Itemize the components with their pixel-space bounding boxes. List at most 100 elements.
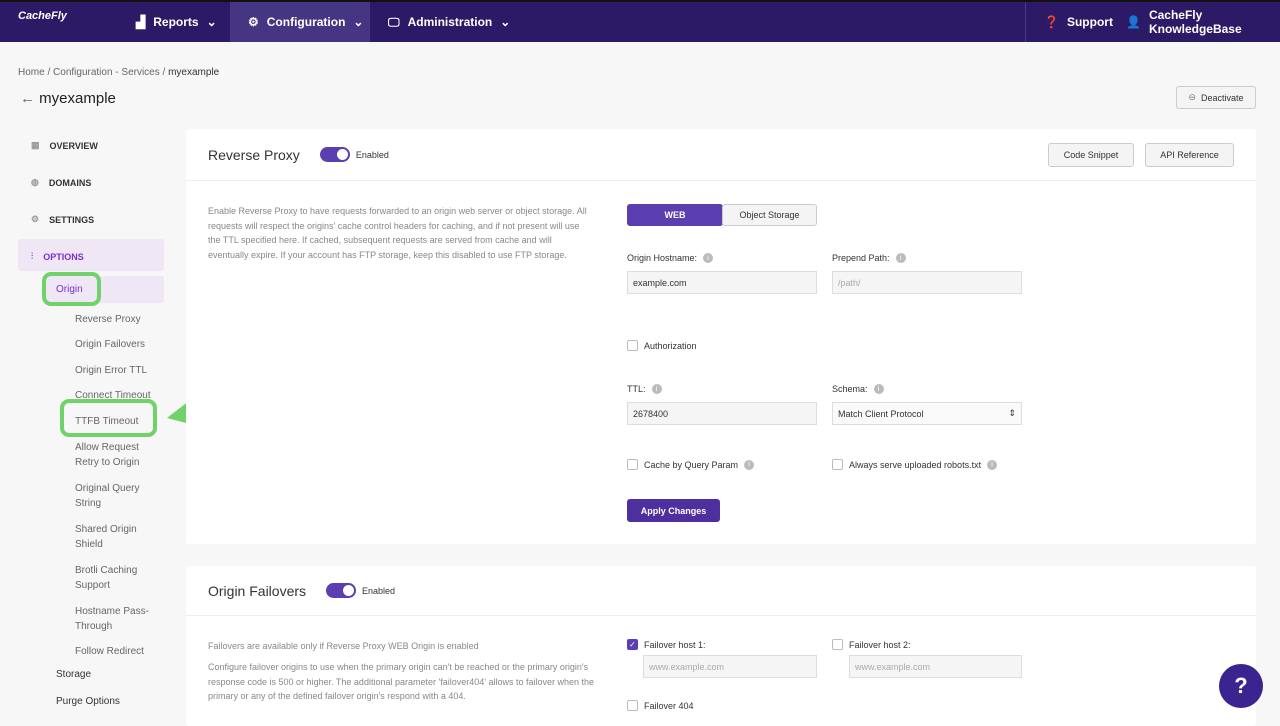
help-icon: ?	[1234, 673, 1248, 698]
breadcrumb: Home / Configuration - Services / myexam…	[18, 67, 220, 78]
chevron-down-icon: ⌄	[206, 15, 217, 29]
failover404-checkbox[interactable]	[627, 700, 638, 711]
origin-failovers-card: Origin Failovers Enabled Failovers are av…	[186, 566, 1256, 726]
sidebar-storage[interactable]: Storage	[56, 669, 92, 680]
cache-by-query-checkbox[interactable]	[627, 459, 638, 470]
robots-label: Always serve uploaded robots.txt	[849, 459, 982, 470]
failovers-note: Failovers are available only if Reverse …	[208, 641, 479, 651]
crumb-services[interactable]: Configuration - Services	[53, 67, 160, 78]
nav-configuration-label: Configuration	[266, 15, 346, 29]
select-arrows-icon: ⇕	[1008, 408, 1016, 418]
deactivate-label: Deactivate	[1201, 92, 1244, 103]
page-title: ← myexample	[20, 90, 116, 107]
info-icon[interactable]: i	[651, 384, 662, 394]
apply-changes-button[interactable]: Apply Changes	[627, 499, 720, 522]
page-title-text: myexample	[39, 90, 116, 107]
subitem-shared-origin-shield[interactable]: Shared Origin Shield	[75, 524, 137, 550]
subitem-origin-error-ttl[interactable]: Origin Error TTL	[75, 365, 148, 376]
info-icon[interactable]: i	[873, 384, 884, 394]
subitem-allow-request-retry[interactable]: Allow Request Retry to Origin	[75, 442, 140, 468]
robots-checkbox[interactable]	[832, 459, 843, 470]
card-title: Reverse Proxy	[208, 146, 300, 163]
schema-label: Schema:	[832, 384, 868, 394]
gear-icon: ⚙	[31, 214, 40, 224]
minus-circle-icon: ⊖	[1188, 92, 1196, 102]
subitem-brotli[interactable]: Brotli Caching Support	[75, 565, 138, 591]
failover404-label: Failover 404	[644, 700, 694, 711]
api-reference-button[interactable]: API Reference	[1145, 143, 1234, 167]
tab-object-storage[interactable]: Object Storage	[722, 204, 817, 226]
schema-select[interactable]: Match Client Protocol ⇕	[832, 402, 1022, 425]
tab-web[interactable]: WEB	[627, 204, 723, 226]
sidebar-item-options[interactable]: ⫶ OPTIONS	[31, 251, 84, 262]
failover-host2-input[interactable]: www.example.com	[849, 655, 1022, 678]
subitem-reverse-proxy[interactable]: Reverse Proxy	[75, 314, 141, 325]
info-icon[interactable]: i	[744, 459, 755, 470]
host1-label: Failover host 1:	[644, 639, 706, 650]
subitem-ttfb-timeout[interactable]: TTFB Timeout	[75, 416, 139, 427]
origin-hostname-input[interactable]: example.com	[627, 271, 817, 294]
subitem-hostname-pass-through[interactable]: Hostname Pass-Through	[75, 606, 149, 632]
toggle-label: Enabled	[362, 585, 396, 596]
cache-by-query-label: Cache by Query Param	[644, 459, 739, 470]
info-icon[interactable]: i	[703, 253, 714, 263]
sidebar-item-domains[interactable]: ◍ DOMAINS	[31, 177, 91, 188]
authorization-label: Authorization	[644, 340, 697, 351]
sidebar-item-overview[interactable]: ▦ OVERVIEW	[31, 140, 98, 151]
failover-host2-checkbox[interactable]	[832, 639, 843, 650]
origin-hostname-label: Origin Hostname:	[627, 253, 698, 263]
info-icon[interactable]: i	[987, 459, 998, 470]
nav-reports[interactable]: ▟ Reports ⌄	[118, 2, 235, 42]
schema-value: Match Client Protocol	[838, 408, 924, 419]
subitem-follow-redirect[interactable]: Follow Redirect	[75, 646, 144, 657]
sliders-icon: ⫶	[31, 251, 34, 261]
sidebar-item-origin[interactable]: Origin	[56, 284, 83, 295]
host2-label: Failover host 2:	[849, 639, 911, 650]
sidebar-options-bg	[18, 239, 164, 271]
help-button[interactable]: ?	[1219, 664, 1263, 708]
sidebar-purge-options[interactable]: Purge Options	[56, 696, 120, 707]
nav-support-label: Support	[1066, 15, 1113, 29]
subitem-origin-failovers[interactable]: Origin Failovers	[75, 339, 146, 350]
nav-user[interactable]: 👤 CacheFly KnowledgeBase	[1108, 2, 1260, 42]
cachefly-logo[interactable]: CacheFly	[18, 10, 67, 22]
failovers-toggle[interactable]	[326, 583, 357, 598]
authorization-checkbox[interactable]	[627, 340, 638, 351]
toggle-label: Enabled	[355, 149, 389, 160]
subitem-original-query-string[interactable]: Original Query String	[75, 483, 140, 509]
chevron-down-icon: ⌄	[500, 15, 511, 29]
highlight-origin	[42, 272, 101, 306]
failovers-description: Configure failover origins to use when t…	[208, 662, 595, 701]
card-title: Origin Failovers	[208, 582, 307, 599]
back-arrow-icon[interactable]: ←	[20, 90, 35, 107]
ttl-input[interactable]: 2678400	[627, 402, 817, 425]
sidebar-item-settings[interactable]: ⚙ SETTINGS	[31, 214, 94, 225]
subitem-connect-timeout[interactable]: Connect Timeout	[75, 390, 151, 401]
nav-support[interactable]: ❓ Support	[1025, 2, 1131, 42]
nav-reports-label: Reports	[153, 15, 199, 29]
chevron-down-icon: ⌄	[353, 15, 364, 29]
layout-icon: ▦	[31, 140, 40, 150]
failover-host1-input[interactable]: www.example.com	[643, 655, 817, 678]
crumb-current: myexample	[168, 67, 220, 78]
sidebar-origin-bg	[43, 276, 164, 303]
info-icon[interactable]: i	[895, 253, 906, 263]
nav-administration[interactable]: 🖵 Administration ⌄	[370, 2, 528, 42]
prepend-path-label: Prepend Path:	[832, 253, 890, 263]
crumb-home[interactable]: Home	[18, 67, 45, 78]
reverse-proxy-description: Enable Reverse Proxy to have requests fo…	[208, 206, 587, 260]
failover-host1-checkbox[interactable]: ✓	[627, 639, 638, 650]
deactivate-button[interactable]: ⊖ Deactivate	[1176, 86, 1256, 109]
nav-configuration[interactable]: ⚙ Configuration ⌄	[230, 2, 370, 42]
gear-icon: ⚙	[248, 15, 259, 29]
prepend-path-input[interactable]: /path/	[832, 271, 1022, 294]
sidebar-label: OPTIONS	[43, 251, 84, 262]
reverse-proxy-card: Reverse Proxy Enabled Code Snippet API Re…	[186, 129, 1256, 544]
code-snippet-button[interactable]: Code Snippet	[1048, 143, 1134, 167]
globe-icon: ◍	[31, 177, 39, 187]
sidebar-label: OVERVIEW	[49, 140, 98, 151]
user-org: KnowledgeBase	[1148, 22, 1242, 36]
reverse-proxy-toggle[interactable]	[319, 147, 350, 162]
sidebar-label: DOMAINS	[48, 177, 92, 188]
highlight-ttfb	[60, 399, 157, 437]
